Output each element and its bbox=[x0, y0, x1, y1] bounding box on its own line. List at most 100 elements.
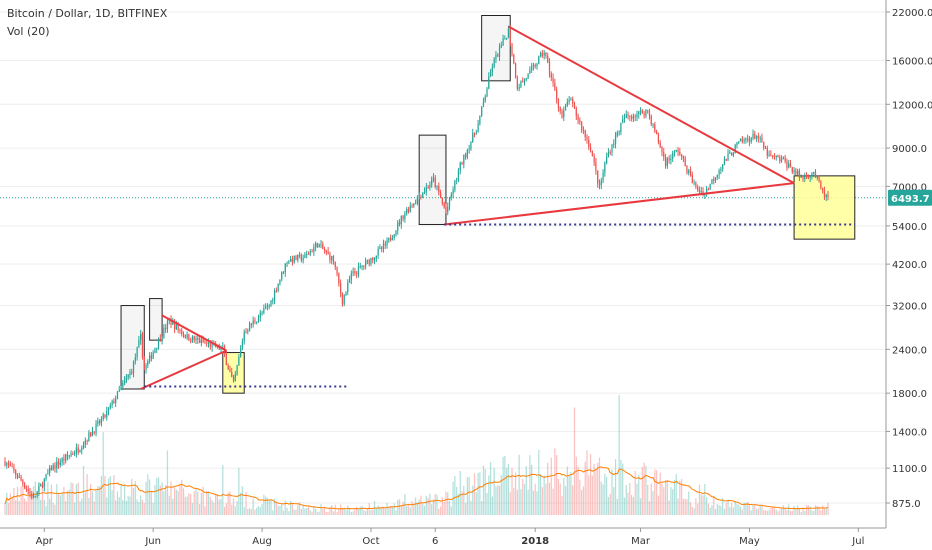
candle-body bbox=[165, 327, 167, 330]
candle-body bbox=[650, 115, 652, 125]
volume-bar bbox=[609, 493, 611, 515]
candle bbox=[240, 345, 242, 358]
candle bbox=[772, 154, 774, 160]
candle bbox=[393, 233, 395, 241]
candlesticks[interactable] bbox=[4, 25, 829, 500]
candle bbox=[713, 176, 715, 185]
candle-body bbox=[409, 206, 411, 212]
volume-bar bbox=[47, 481, 49, 515]
volume-bar bbox=[514, 472, 517, 515]
candle-body bbox=[511, 44, 513, 55]
candle-body bbox=[356, 272, 358, 275]
volume-bar bbox=[680, 479, 683, 515]
candle bbox=[259, 309, 261, 322]
candle-body bbox=[718, 170, 720, 175]
candle-body bbox=[361, 265, 363, 267]
candle bbox=[375, 255, 377, 262]
candle bbox=[720, 166, 722, 175]
candle-body bbox=[709, 184, 711, 190]
candle bbox=[754, 130, 756, 140]
candle-body bbox=[138, 340, 140, 348]
candle-body bbox=[275, 290, 277, 292]
candle-body bbox=[647, 109, 649, 111]
candle-body bbox=[579, 120, 581, 122]
volume-bar bbox=[388, 507, 390, 515]
candle-body bbox=[475, 132, 477, 134]
candle bbox=[288, 259, 290, 265]
candle-body bbox=[497, 54, 499, 57]
volume-bar bbox=[338, 509, 340, 515]
candle bbox=[323, 246, 326, 254]
candle bbox=[427, 184, 429, 189]
candle bbox=[791, 166, 793, 174]
candle-body bbox=[136, 347, 138, 358]
volume-bar bbox=[752, 505, 754, 515]
time-axis[interactable]: Apr Jun Aug Oct 6 2018 Mar May Jul bbox=[0, 527, 932, 550]
volume-bar bbox=[229, 491, 231, 515]
candle bbox=[32, 492, 35, 499]
candle-body bbox=[302, 258, 304, 261]
candle-body bbox=[625, 114, 627, 118]
highlight-box bbox=[120, 305, 145, 390]
volume-bar bbox=[591, 475, 593, 515]
trendlines[interactable] bbox=[140, 25, 855, 390]
candle bbox=[357, 262, 360, 278]
volume-bar bbox=[572, 485, 574, 515]
candle bbox=[322, 241, 324, 250]
candle-body bbox=[445, 207, 447, 213]
candle-body bbox=[209, 342, 211, 348]
volume-bar bbox=[634, 471, 636, 515]
price-tick-label: 12000.0 bbox=[892, 100, 932, 111]
candle-body bbox=[509, 28, 511, 45]
candle-body bbox=[452, 190, 454, 195]
candle bbox=[307, 251, 310, 255]
volume-bar bbox=[779, 509, 781, 515]
candle bbox=[163, 324, 165, 339]
volume-bar bbox=[464, 503, 467, 515]
candle-body bbox=[672, 153, 674, 159]
price-axis[interactable]: 22000.0 16000.0 12000.0 9000.0 7000.0 5400.0 4… bbox=[885, 0, 932, 550]
candle-body bbox=[73, 453, 76, 455]
candle-body bbox=[572, 98, 574, 104]
candle bbox=[45, 473, 47, 482]
volume-bar bbox=[804, 510, 806, 515]
volume-bar bbox=[641, 466, 643, 515]
candle-body bbox=[661, 147, 663, 153]
volume-bar bbox=[223, 506, 226, 515]
volume-bar bbox=[547, 462, 549, 515]
candle bbox=[73, 450, 76, 457]
candle-body bbox=[154, 349, 156, 353]
candle-body bbox=[481, 106, 483, 116]
volume-bar bbox=[54, 504, 56, 515]
volume-bar bbox=[61, 493, 63, 515]
candle-body bbox=[111, 400, 113, 406]
candle bbox=[140, 329, 142, 345]
candle bbox=[548, 58, 551, 78]
candle bbox=[684, 155, 686, 167]
volume-bar bbox=[363, 510, 365, 515]
volume-bar bbox=[381, 506, 383, 515]
candle bbox=[97, 417, 99, 427]
candle-body bbox=[364, 260, 367, 266]
time-tick-label: Apr bbox=[36, 536, 54, 547]
price-tick-label: 3200.0 bbox=[892, 302, 927, 313]
candle-body bbox=[622, 119, 624, 124]
volume-bar bbox=[140, 495, 142, 515]
volume-bar bbox=[607, 497, 610, 515]
volume-bar bbox=[759, 505, 761, 515]
candle-body bbox=[211, 342, 213, 348]
volume-bar bbox=[243, 507, 245, 515]
volume-bar bbox=[290, 500, 292, 515]
candle-body bbox=[359, 266, 361, 268]
candle-body bbox=[295, 255, 297, 261]
volume-bar bbox=[491, 496, 493, 515]
candle-body bbox=[643, 113, 645, 116]
candle-body bbox=[47, 473, 49, 475]
candle bbox=[118, 385, 120, 392]
candle-body bbox=[443, 202, 445, 208]
candle-body bbox=[190, 340, 192, 342]
candle-body bbox=[400, 215, 402, 225]
candle-body bbox=[822, 188, 824, 191]
candle bbox=[611, 143, 613, 157]
